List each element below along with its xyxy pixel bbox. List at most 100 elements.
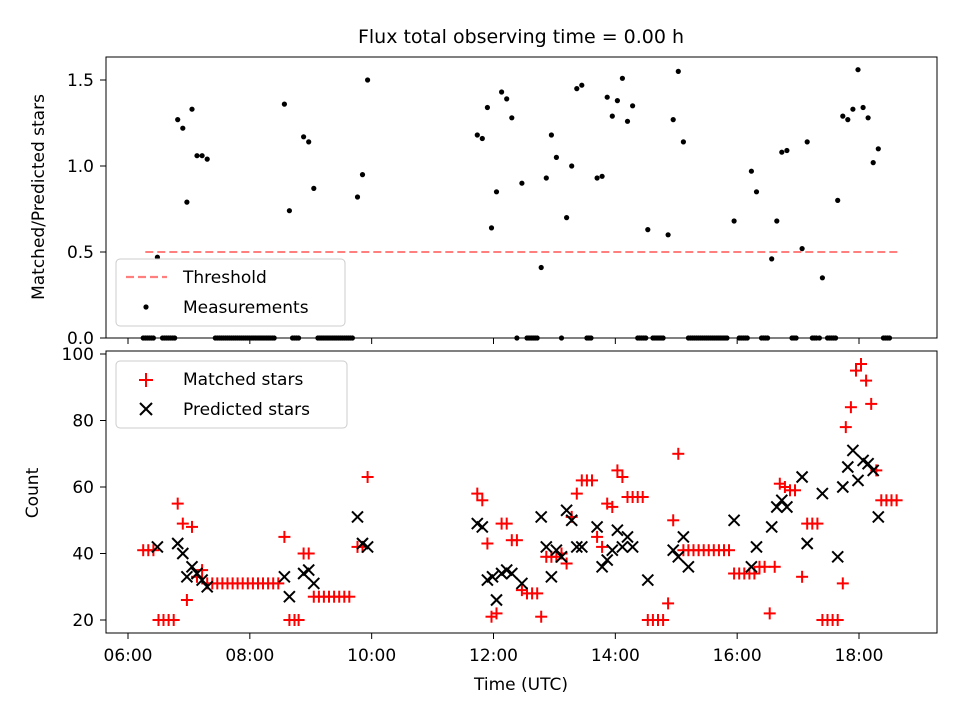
predicted-star-point — [283, 590, 296, 603]
predicted-star-point — [171, 537, 184, 550]
measurement-point — [354, 194, 361, 200]
measurement-point — [753, 189, 760, 195]
count-legend: Matched stars Predicted stars — [115, 360, 348, 429]
predicted-star-point — [606, 543, 619, 557]
matched-star-point — [672, 447, 685, 460]
measurement-point — [519, 180, 525, 186]
matched-star-point — [490, 607, 503, 620]
matched-star-point — [196, 564, 209, 577]
measurement-point — [779, 149, 785, 155]
measurement-point — [493, 189, 500, 195]
matched-star-point — [278, 530, 291, 543]
matched-star-point — [302, 547, 315, 560]
ratio-y-tick-label: 0.5 — [67, 243, 94, 263]
measurement-point — [301, 134, 307, 140]
matched-star-point — [606, 500, 619, 513]
predicted-star-point — [505, 567, 519, 580]
matched-star-point — [616, 471, 629, 483]
predicted-star-point — [745, 560, 758, 574]
count-x-ticks: 06:00 08:00 10:00 12:00 14:00 16:00 18:00 — [104, 633, 884, 666]
matched-star-point — [361, 471, 374, 483]
predicted-star-point — [176, 547, 190, 560]
measurement-point — [553, 154, 560, 160]
predicted-star-point — [351, 510, 364, 524]
measurements-legend-label: Measurements — [183, 298, 309, 318]
measurement-point — [194, 153, 200, 159]
measurement-point — [670, 117, 676, 123]
matched-star-point — [596, 540, 609, 553]
measurement-point — [204, 156, 210, 162]
count-x-tick-label: 08:00 — [225, 646, 274, 666]
matched-star-point — [789, 484, 801, 497]
matched-star-point — [500, 517, 513, 530]
predicted-star-point — [545, 570, 558, 584]
predicted-star-point — [611, 523, 624, 537]
predicted-legend-swatch — [139, 402, 153, 416]
measurement-point — [538, 264, 544, 271]
measurement-point — [504, 96, 510, 102]
matched-stars-layer — [137, 358, 903, 626]
matched-star-point — [890, 494, 903, 507]
measurement-point — [799, 246, 805, 252]
predicted-star-point — [616, 540, 629, 554]
predicted-star-point — [682, 560, 695, 574]
matched-star-point — [586, 474, 598, 487]
predicted-star-point — [866, 464, 880, 477]
count-x-tick-label: 06:00 — [104, 646, 153, 666]
measurement-point — [731, 218, 737, 224]
predicted-star-point — [560, 504, 573, 517]
matched-star-point — [176, 517, 189, 530]
matched-star-point — [180, 594, 193, 606]
predicted-star-point — [780, 500, 794, 514]
count-x-tick-label: 10:00 — [347, 646, 396, 666]
count-panel: 20 40 60 80 100 06:00 08:00 10:00 12:00 14:00 16:… — [23, 345, 938, 695]
predicted-star-point — [672, 550, 685, 564]
measurement-point — [819, 275, 826, 281]
measurement-point — [579, 82, 585, 88]
matched-star-point — [865, 397, 878, 410]
predicted-star-point — [795, 470, 809, 484]
ratio-legend-box — [115, 258, 346, 327]
measurement-point — [769, 256, 775, 262]
predicted-star-point — [846, 444, 860, 457]
predicted-star-point — [626, 540, 639, 554]
measurement-point — [311, 185, 317, 191]
ratio-y-tick-label: 0.0 — [67, 329, 94, 349]
matched-star-point — [272, 577, 285, 590]
predicted-star-point — [831, 550, 844, 564]
count-x-tick-label: 14:00 — [591, 646, 640, 666]
predicted-star-point — [195, 573, 209, 587]
matched-star-point — [186, 520, 198, 533]
measurement-point — [479, 135, 485, 142]
count-y-tick-label: 20 — [72, 611, 94, 631]
measurement-point — [604, 94, 610, 100]
measurement-point — [619, 75, 626, 81]
matched-star-point — [850, 364, 862, 377]
matched-star-point — [510, 534, 523, 547]
measurement-point — [488, 225, 495, 231]
count-x-tick-label: 18:00 — [835, 646, 884, 666]
predicted-star-point — [621, 530, 634, 544]
measurement-point — [599, 173, 605, 179]
predicted-star-point — [565, 514, 578, 527]
matched-star-point — [763, 607, 776, 620]
predicted-star-point — [490, 593, 503, 607]
predicted-star-point — [590, 520, 604, 534]
matched-star-point — [476, 494, 489, 507]
chart-title: Flux total observing time = 0.00 h — [358, 26, 684, 48]
matched-star-point — [860, 374, 873, 387]
measurement-point — [630, 103, 636, 109]
matched-star-point — [667, 514, 680, 527]
predicted-star-point — [836, 480, 850, 494]
measurement-point — [665, 232, 671, 238]
count-y-tick-label: 100 — [62, 345, 94, 365]
predicted-star-point — [861, 457, 875, 470]
matched-star-point — [836, 577, 849, 590]
measurement-point — [543, 175, 549, 181]
matched-star-point — [662, 597, 675, 610]
predicted-star-point — [476, 520, 489, 534]
count-y-tick-label: 40 — [72, 545, 94, 565]
measurement-point — [199, 153, 205, 159]
